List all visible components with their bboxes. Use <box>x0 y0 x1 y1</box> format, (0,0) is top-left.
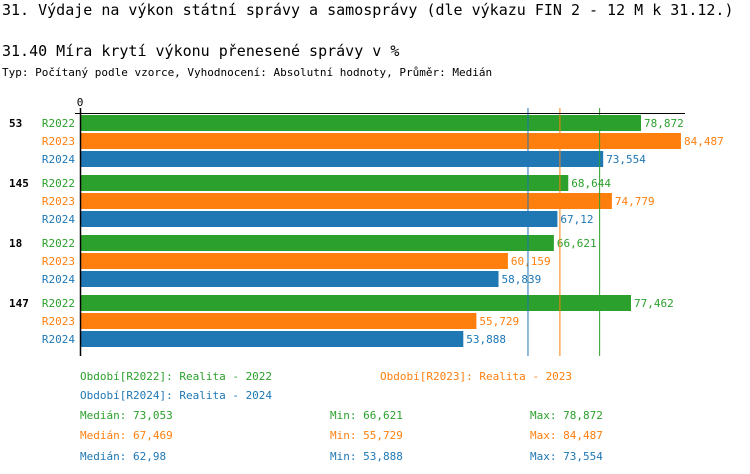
category-label: 53 <box>9 117 22 130</box>
bar-r2023 <box>80 133 681 149</box>
series-label: R2022 <box>42 237 75 250</box>
bar-r2023 <box>80 193 612 209</box>
category-label: 145 <box>9 177 29 190</box>
stat-min-r2023: Min: 55,729 <box>330 429 403 442</box>
stat-max-r2022: Max: 78,872 <box>530 409 603 422</box>
series-label: R2023 <box>42 135 75 148</box>
series-label: R2023 <box>42 195 75 208</box>
category-label: 18 <box>9 237 22 250</box>
stat-min-r2024: Min: 53,888 <box>330 450 403 463</box>
series-label: R2022 <box>42 297 75 310</box>
bar-r2023 <box>80 313 477 329</box>
chart-subtitle: 31.40 Míra krytí výkonu přenesené správy… <box>2 42 400 60</box>
series-label: R2024 <box>42 153 75 166</box>
bar-r2024 <box>80 151 604 167</box>
stat-median-r2022: Medián: 73,053 <box>80 409 173 422</box>
legend-r2023: Období[R2023]: Realita - 2023 <box>380 370 573 383</box>
legend-r2024: Období[R2024]: Realita - 2024 <box>80 389 273 402</box>
bar-r2022 <box>80 175 569 191</box>
chart-info: Typ: Počítaný podle vzorce, Vyhodnocení:… <box>2 66 493 79</box>
stat-max-r2024: Max: 73,554 <box>530 450 603 463</box>
data-label: 73,554 <box>606 153 646 166</box>
bar-r2022 <box>80 115 642 131</box>
series-label: R2023 <box>42 315 75 328</box>
data-label: 58,839 <box>502 273 542 286</box>
data-label: 78,872 <box>644 117 684 130</box>
bar-r2024 <box>80 331 464 347</box>
bar-r2024 <box>80 211 558 227</box>
series-label: R2024 <box>42 333 75 346</box>
data-label: 68,644 <box>571 177 611 190</box>
data-label: 77,462 <box>634 297 674 310</box>
series-label: R2022 <box>42 177 75 190</box>
series-label: R2024 <box>42 213 75 226</box>
bar-r2023 <box>80 253 508 269</box>
series-label: R2024 <box>42 273 75 286</box>
stat-max-r2023: Max: 84,487 <box>530 429 603 442</box>
legend-r2022: Období[R2022]: Realita - 2022 <box>80 370 273 383</box>
bar-r2024 <box>80 271 499 287</box>
x-tick-label: 0 <box>77 96 84 109</box>
series-label: R2022 <box>42 117 75 130</box>
stat-median-r2023: Medián: 67,469 <box>80 429 173 442</box>
stat-median-r2024: Medián: 62,98 <box>80 450 167 463</box>
data-label: 53,888 <box>466 333 506 346</box>
data-label: 74,779 <box>615 195 655 208</box>
bar-r2022 <box>80 295 631 311</box>
page-title: 31. Výdaje na výkon státní správy a samo… <box>2 1 734 19</box>
data-label: 84,487 <box>684 135 724 148</box>
data-label: 66,621 <box>557 237 597 250</box>
data-label: 67,12 <box>560 213 593 226</box>
stat-min-r2022: Min: 66,621 <box>330 409 403 422</box>
series-label: R2023 <box>42 255 75 268</box>
data-label: 55,729 <box>479 315 519 328</box>
bar-r2022 <box>80 235 554 251</box>
data-label: 60,159 <box>511 255 551 268</box>
category-label: 147 <box>9 297 29 310</box>
